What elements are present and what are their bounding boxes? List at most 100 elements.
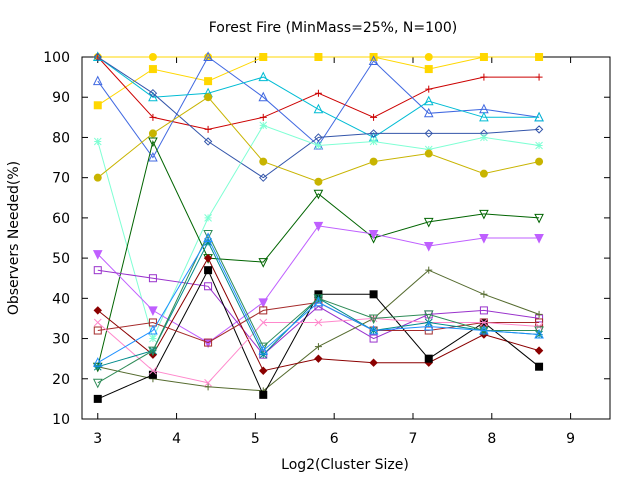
y-axis-label: Observers Needed(%) [6, 161, 22, 315]
data-point [92, 75, 103, 86]
data-point [259, 350, 268, 359]
x-tick-label: 7 [409, 431, 418, 447]
data-point [368, 55, 379, 66]
data-point [92, 378, 103, 389]
series-line [97, 236, 540, 364]
x-axis: 3 4 5 6 7 8 9 [93, 57, 575, 447]
data-point [424, 149, 433, 158]
data-point [259, 306, 268, 315]
data-point [92, 250, 103, 260]
series-19 [92, 232, 544, 367]
data-point [423, 107, 434, 118]
data-point [259, 113, 267, 121]
series-18 [92, 229, 544, 389]
data-point [369, 334, 378, 343]
data-point [534, 328, 544, 339]
data-point [148, 129, 157, 138]
data-point [480, 318, 488, 327]
data-point [314, 133, 323, 142]
x-axis-label: Log2(Cluster Size) [281, 457, 409, 473]
data-point [93, 101, 102, 110]
data-point [313, 221, 324, 232]
series-7 [93, 121, 543, 343]
x-tick-label: 8 [487, 431, 496, 447]
data-point [203, 51, 213, 61]
data-point [149, 113, 157, 121]
data-point [535, 157, 544, 166]
data-point [535, 310, 543, 318]
y-tick-label: 60 [52, 211, 70, 227]
y-tick-label: 70 [52, 171, 70, 187]
data-point [479, 53, 488, 61]
data-point [424, 145, 433, 154]
x-tick-label: 9 [566, 431, 575, 447]
data-point [314, 318, 323, 327]
series-line [97, 56, 540, 138]
y-tick-label: 80 [52, 130, 70, 146]
data-point [314, 343, 322, 351]
y-tick-label: 40 [52, 291, 70, 307]
data-point [479, 324, 489, 335]
series-2 [93, 53, 544, 61]
data-point [259, 173, 268, 182]
chart-title: Forest Fire (MinMass=25%, N=100) [209, 20, 458, 36]
data-point [423, 242, 434, 252]
data-point [148, 88, 158, 98]
series-line [97, 56, 540, 179]
data-point [258, 258, 269, 268]
data-point [149, 366, 157, 375]
data-point [314, 177, 323, 186]
data-point [423, 217, 434, 228]
data-point [148, 274, 157, 283]
data-point [313, 189, 324, 200]
data-point [368, 314, 379, 325]
data-point [93, 362, 102, 371]
data-point [148, 137, 158, 148]
data-point [203, 137, 213, 146]
y-axis: 10 20 30 40 50 60 70 80 90 100 [43, 50, 610, 428]
y-tick-label: 20 [52, 372, 70, 388]
data-point [313, 294, 324, 304]
data-point [148, 306, 158, 317]
data-point [204, 93, 213, 102]
data-point [535, 73, 543, 81]
data-point [148, 370, 157, 379]
y-tick-label: 90 [52, 90, 70, 106]
data-point [425, 266, 433, 274]
data-point [204, 266, 213, 275]
x-tick-label: 3 [93, 431, 102, 447]
series-13 [93, 253, 544, 375]
series-3 [94, 53, 543, 133]
data-point [314, 141, 323, 150]
data-point [204, 378, 212, 387]
data-point [204, 338, 213, 347]
data-point [148, 65, 157, 74]
x-tick-label: 6 [330, 431, 339, 447]
data-point [203, 253, 213, 263]
data-point [93, 52, 102, 62]
series-9 [92, 137, 544, 373]
data-point [424, 129, 433, 138]
data-point [93, 137, 102, 146]
data-point [370, 113, 378, 121]
data-point [148, 346, 158, 357]
data-point [425, 85, 433, 93]
data-point [534, 125, 544, 134]
data-point [369, 129, 378, 138]
series-6 [93, 52, 544, 182]
data-point [369, 290, 378, 299]
data-point [479, 103, 489, 114]
data-point [313, 103, 324, 114]
series-line [97, 269, 540, 356]
data-point [258, 91, 269, 102]
data-point [93, 394, 102, 403]
data-point [204, 125, 212, 133]
data-point [535, 362, 544, 371]
series-line [97, 56, 540, 106]
data-point [259, 318, 268, 327]
data-point [480, 290, 488, 298]
y-tick-label: 30 [52, 332, 70, 348]
data-point [149, 334, 157, 343]
data-point [423, 95, 434, 106]
data-point [369, 358, 378, 367]
